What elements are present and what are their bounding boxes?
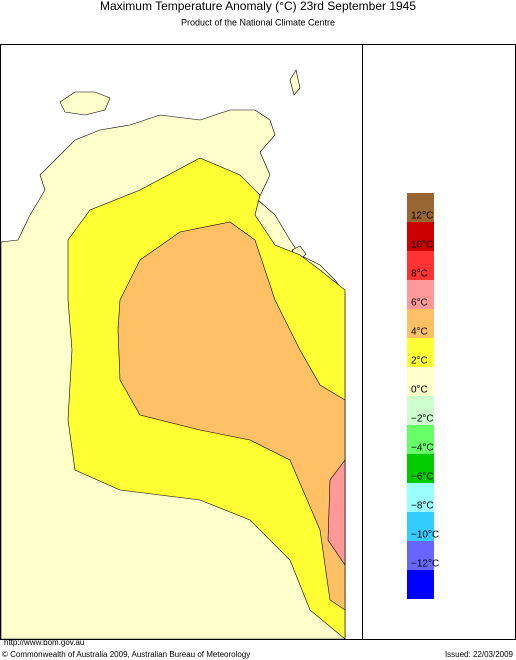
legend-swatch [407, 309, 434, 338]
legend-swatch [407, 570, 434, 599]
legend-swatch [407, 193, 434, 222]
legend-swatch [407, 396, 434, 425]
legend-swatch [407, 367, 434, 396]
copyright: © Commonwealth of Australia 2009, Austra… [2, 650, 250, 659]
legend-label: 8°C [411, 269, 428, 280]
legend: 12°C 10°C 8°C 6°C 4°C 2°C 0°C −2°C −4°C −6°C −8°C −… [407, 193, 439, 599]
legend-swatch [407, 541, 434, 570]
legend-swatch [407, 483, 434, 512]
contour-4 [117, 221, 346, 611]
legend-swatch [407, 338, 434, 367]
legend-label: −4°C [411, 443, 434, 454]
legend-label: −12°C [411, 559, 439, 570]
island [59, 91, 111, 116]
legend-swatch [407, 280, 434, 309]
url: http://www.bom.gov.au [4, 638, 84, 647]
legend-label: 0°C [411, 385, 428, 396]
legend-label: −6°C [411, 472, 434, 483]
contour-6 [327, 459, 346, 566]
legend-label: 10°C [411, 240, 433, 251]
legend-label: 6°C [411, 298, 428, 309]
legend-label: 12°C [411, 211, 433, 222]
subtitle: Product of the National Climate Centre [181, 17, 335, 27]
legend-swatch [407, 222, 434, 251]
title: Maximum Temperature Anomaly (°C) 23rd Se… [100, 0, 416, 13]
legend-label: 2°C [411, 356, 428, 367]
issued: Issued: 22/03/2009 [445, 650, 514, 659]
legend-label: −8°C [411, 501, 434, 512]
legend-label: −10°C [411, 530, 439, 541]
map [0, 69, 346, 640]
legend-label: −2°C [411, 414, 434, 425]
legend-swatch [407, 251, 434, 280]
legend-swatch [407, 454, 434, 483]
legend-swatch [407, 512, 434, 541]
legend-swatch [407, 425, 434, 454]
legend-label: 4°C [411, 327, 428, 338]
island [289, 69, 301, 96]
